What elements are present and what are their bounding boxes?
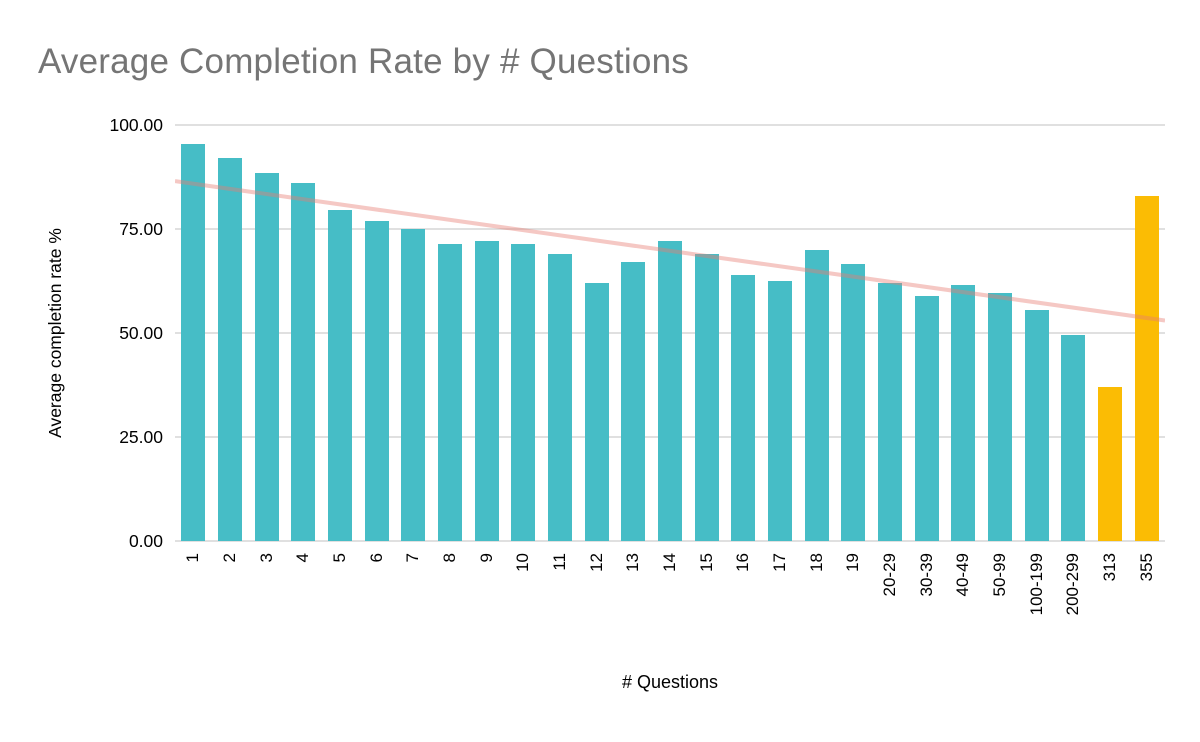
y-tick-label: 100.00 xyxy=(109,115,163,135)
bar-5 xyxy=(328,210,352,541)
x-tick-label-17: 17 xyxy=(770,553,789,572)
bar-20-29 xyxy=(878,283,902,541)
bar-313 xyxy=(1098,387,1122,541)
x-axis-title: # Questions xyxy=(621,672,719,692)
bar-7 xyxy=(401,229,426,541)
bar-10 xyxy=(511,243,536,541)
x-tick-label-6: 6 xyxy=(366,553,386,563)
x-tick-label-14: 14 xyxy=(660,553,679,572)
bar-16 xyxy=(731,274,756,541)
x-tick-label-7: 7 xyxy=(403,553,423,563)
bar-200-299 xyxy=(1061,335,1086,541)
plot-area xyxy=(175,124,1165,542)
y-tick-label: 75.00 xyxy=(119,219,163,239)
x-tick-label-200-299: 200-299 xyxy=(1063,553,1083,616)
x-tick-label-12: 12 xyxy=(586,553,606,572)
x-tick-label-355: 355 xyxy=(1136,553,1156,582)
bar-355 xyxy=(1134,195,1159,541)
x-tick-label-2: 2 xyxy=(220,553,239,563)
x-tick-label-50-99: 50-99 xyxy=(990,553,1009,597)
bar-3 xyxy=(254,172,279,541)
y-tick-label: 25.00 xyxy=(119,427,163,447)
bar-17 xyxy=(768,281,792,541)
gridline-0 xyxy=(175,540,1165,542)
bar-100-199 xyxy=(1024,310,1049,541)
bar-2 xyxy=(218,158,242,541)
x-tick-label-15: 15 xyxy=(696,553,716,572)
x-tick-label-313: 313 xyxy=(1100,553,1119,582)
x-tick-label-19: 19 xyxy=(843,553,863,572)
bar-6 xyxy=(364,220,389,541)
x-tick-label-13: 13 xyxy=(623,553,643,572)
x-tick-label-100-199: 100-199 xyxy=(1026,553,1046,616)
x-tick-label-16: 16 xyxy=(733,553,753,572)
x-tick-label-5: 5 xyxy=(330,553,349,563)
x-tick-label-9: 9 xyxy=(476,553,496,563)
x-tick-label-4: 4 xyxy=(293,553,313,563)
bar-8 xyxy=(438,243,462,541)
bar-9 xyxy=(474,241,499,541)
x-tick-label-18: 18 xyxy=(806,553,826,572)
x-tick-label-20-29: 20-29 xyxy=(880,553,899,597)
x-tick-label-1: 1 xyxy=(183,553,203,563)
bar-50-99 xyxy=(988,293,1012,541)
chart-title: Average Completion Rate by # Questions xyxy=(38,42,689,81)
y-tick-label: 0.00 xyxy=(128,531,163,551)
bar-11 xyxy=(548,253,572,541)
bar-18 xyxy=(804,249,829,541)
x-tick-label-40-49: 40-49 xyxy=(953,553,973,597)
bar-14 xyxy=(658,241,682,541)
bar-13 xyxy=(621,262,646,541)
bar-19 xyxy=(841,264,866,541)
bar-30-39 xyxy=(914,295,939,541)
x-tick-label-11: 11 xyxy=(550,553,569,571)
x-tick-label-8: 8 xyxy=(440,553,459,563)
gridline-75 xyxy=(175,228,1165,230)
bar-12 xyxy=(584,283,609,541)
x-tick-label-10: 10 xyxy=(513,553,533,572)
bar-1 xyxy=(181,143,206,541)
y-tick-label: 50.00 xyxy=(119,323,163,343)
gridline-100 xyxy=(175,124,1165,126)
bar-4 xyxy=(291,183,316,541)
bar-15 xyxy=(694,253,719,541)
x-tick-label-30-39: 30-39 xyxy=(916,553,936,597)
bar-40-49 xyxy=(951,285,976,541)
y-axis-title: Average completion rate % xyxy=(45,228,65,438)
x-tick-label-3: 3 xyxy=(256,553,276,563)
